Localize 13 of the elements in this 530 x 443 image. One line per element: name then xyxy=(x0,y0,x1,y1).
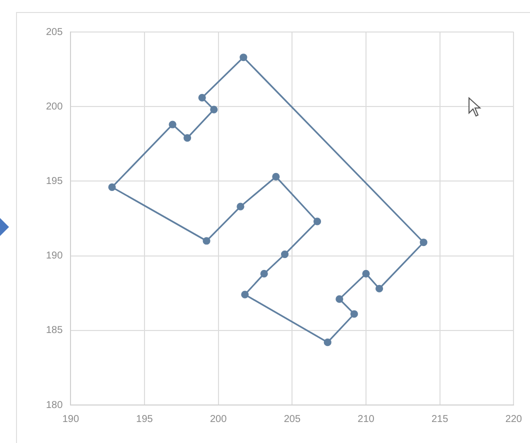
x-tick-label: 195 xyxy=(136,414,154,425)
x-tick-label: 200 xyxy=(210,414,228,425)
x-tick-label: 205 xyxy=(284,414,301,425)
x-tick-label: 215 xyxy=(431,414,449,425)
y-tick-label: 185 xyxy=(46,325,64,336)
y-tick-label: 200 xyxy=(46,101,64,112)
x-tick-label: 220 xyxy=(505,414,522,425)
x-tick-label: 210 xyxy=(358,414,375,425)
y-tick-label: 205 xyxy=(46,26,64,38)
y-tick-label: 190 xyxy=(46,250,64,262)
y-tick-label: 180 xyxy=(46,400,64,411)
x-tick-label: 190 xyxy=(62,414,80,425)
y-tick-label: 195 xyxy=(46,176,64,187)
